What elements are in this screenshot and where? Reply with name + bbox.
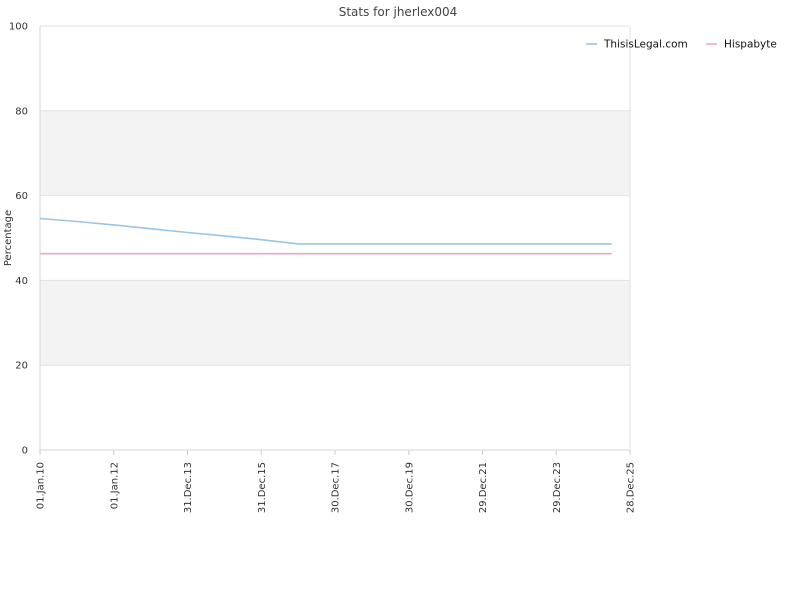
plot-band <box>40 195 630 281</box>
x-tick-label: 31.Dec.15 <box>257 462 268 513</box>
x-tick-label: 29.Dec.21 <box>478 462 489 513</box>
x-tick-label: 31.Dec.13 <box>183 462 194 513</box>
plot-band <box>40 26 630 111</box>
y-tick-label: 20 <box>15 361 28 372</box>
x-tick-label: 28.Dec.25 <box>626 462 637 513</box>
x-tick-label: 30.Dec.19 <box>404 462 415 513</box>
x-tick-label: 30.Dec.17 <box>331 462 342 513</box>
series-lines <box>39 217 612 255</box>
plot-band <box>40 365 630 450</box>
plot-area <box>39 25 631 451</box>
legend-label: ThisisLegal.com <box>603 39 688 51</box>
y-tick-label: 100 <box>9 22 28 33</box>
x-tick-label: 01.Jan.10 <box>36 462 47 509</box>
y-tick-label: 0 <box>22 446 28 457</box>
y-tick-label: 60 <box>15 191 28 202</box>
y-axis-label: Percentage <box>3 210 14 266</box>
plot-band <box>40 280 630 366</box>
legend: ThisisLegal.com Hispabyte <box>586 39 777 51</box>
legend-label: Hispabyte <box>724 39 777 51</box>
y-tick-label: 80 <box>15 106 28 117</box>
series-line-1 <box>39 217 612 245</box>
x-axis: 01.Jan.10 01.Jan.12 31.Dec.13 31.Dec.15 30.D… <box>36 450 637 513</box>
x-tick-label: 01.Jan.12 <box>109 462 120 509</box>
y-tick-label: 40 <box>15 276 28 287</box>
y-axis: 0 20 40 60 80 100 <box>9 22 28 457</box>
plot-band <box>40 110 630 196</box>
x-tick-label: 29.Dec.23 <box>552 462 563 513</box>
chart-title: Stats for jherlex004 <box>339 5 458 19</box>
